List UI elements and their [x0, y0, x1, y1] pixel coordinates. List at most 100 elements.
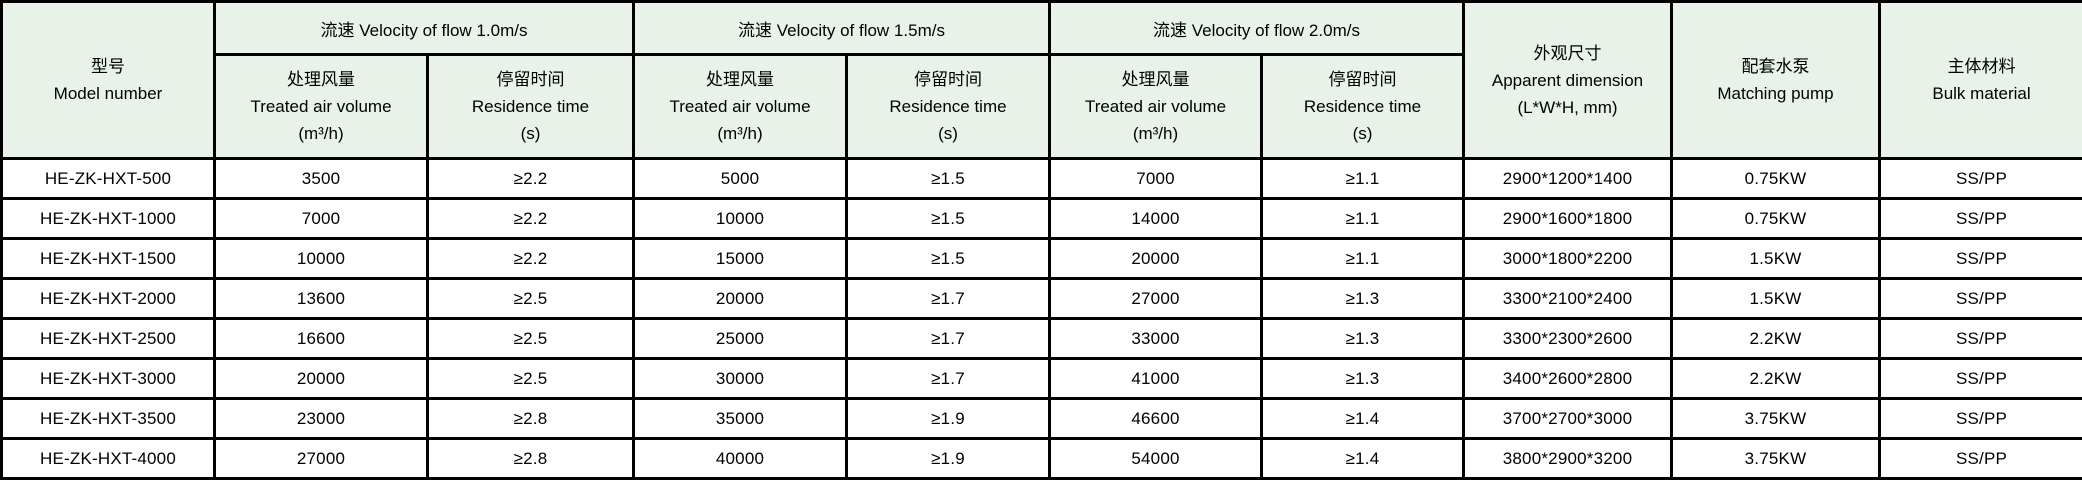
cell-v15-air: 20000: [632, 277, 848, 320]
cell-v10-air: 3500: [213, 157, 429, 200]
cell-v15-time: ≥1.9: [845, 397, 1051, 440]
header-material-zh: 主体材料: [1947, 57, 2016, 76]
cell-v20-time: ≥1.1: [1260, 157, 1465, 200]
header-pump-en: Matching pump: [1717, 84, 1834, 103]
table-header: 型号 Model number 流速 Velocity of flow 1.0m…: [0, 0, 2082, 160]
cell-pump: 2.2KW: [1670, 357, 1881, 400]
cell-v15-air: 30000: [632, 357, 848, 400]
cell-v20-air: 20000: [1048, 237, 1263, 280]
header-model-zh: 型号: [91, 57, 125, 76]
header-material-en: Bulk material: [1932, 84, 2031, 103]
cell-v10-time: ≥2.2: [426, 157, 635, 200]
cell-v20-air: 41000: [1048, 357, 1263, 400]
cell-v20-air: 46600: [1048, 397, 1263, 440]
header-dimension: 外观尺寸 Apparent dimension (L*W*H, mm): [1462, 0, 1673, 160]
table-row: HE-ZK-HXT-4000 27000 ≥2.8 40000 ≥1.9 540…: [0, 437, 2082, 480]
header-v10-air-en: Treated air volume: [250, 97, 392, 116]
cell-pump: 1.5KW: [1670, 277, 1881, 320]
cell-pump: 3.75KW: [1670, 437, 1881, 480]
header-sub-row: 处理风量 Treated air volume (m³/h) 停留时间 Resi…: [2, 53, 2082, 160]
table-row: HE-ZK-HXT-2000 13600 ≥2.5 20000 ≥1.7 270…: [0, 277, 2082, 320]
header-v15-time: 停留时间 Residence time (s): [845, 53, 1051, 160]
cell-v15-air: 35000: [632, 397, 848, 440]
cell-v15-air: 40000: [632, 437, 848, 480]
cell-material: SS/PP: [1878, 317, 2082, 360]
cell-dimension: 2900*1600*1800: [1462, 197, 1673, 240]
cell-v20-air: 27000: [1048, 277, 1263, 320]
cell-dimension: 3800*2900*3200: [1462, 437, 1673, 480]
header-dimension-en: Apparent dimension: [1491, 70, 1644, 90]
cell-v20-air: 7000: [1048, 157, 1263, 200]
cell-v20-time: ≥1.1: [1260, 197, 1465, 240]
cell-v15-time: ≥1.5: [845, 237, 1051, 280]
cell-v10-air: 13600: [213, 277, 429, 320]
cell-v20-air: 14000: [1048, 197, 1263, 240]
cell-v15-air: 15000: [632, 237, 848, 280]
cell-material: SS/PP: [1878, 277, 2082, 320]
cell-model: HE-ZK-HXT-500: [0, 157, 216, 200]
header-velocity-group-2: 流速 Velocity of flow 1.5m/s: [632, 0, 1051, 56]
table-row: HE-ZK-HXT-500 3500 ≥2.2 5000 ≥1.5 7000 ≥…: [0, 157, 2082, 200]
header-v20-time-en: Residence time: [1303, 97, 1422, 116]
cell-v10-time: ≥2.2: [426, 197, 635, 240]
header-v20-air-en: Treated air volume: [1084, 97, 1227, 116]
header-v20-air-unit: (m³/h): [1132, 124, 1179, 143]
header-v15-air-zh: 处理风量: [706, 70, 774, 89]
cell-v10-air: 16600: [213, 317, 429, 360]
header-v10-time: 停留时间 Residence time (s): [426, 53, 635, 160]
cell-v10-time: ≥2.5: [426, 317, 635, 360]
header-pump: 配套水泵 Matching pump: [1670, 0, 1881, 160]
cell-v10-time: ≥2.8: [426, 437, 635, 480]
cell-v10-air: 10000: [213, 237, 429, 280]
cell-model: HE-ZK-HXT-4000: [0, 437, 216, 480]
header-v20-time-zh: 停留时间: [1328, 70, 1397, 89]
cell-dimension: 3400*2600*2800: [1462, 357, 1673, 400]
header-v15-time-unit: (s): [938, 124, 958, 143]
table-row: HE-ZK-HXT-1500 10000 ≥2.2 15000 ≥1.5 200…: [0, 237, 2082, 280]
cell-v15-time: ≥1.7: [845, 277, 1051, 320]
cell-material: SS/PP: [1878, 437, 2082, 480]
header-v10-time-en: Residence time: [471, 97, 590, 116]
cell-v15-time: ≥1.7: [845, 317, 1051, 360]
header-v10-air-zh: 处理风量: [287, 70, 355, 89]
header-dimension-zh: 外观尺寸: [1533, 43, 1602, 63]
cell-model: HE-ZK-HXT-1000: [0, 197, 216, 240]
cell-v15-time: ≥1.5: [845, 157, 1051, 200]
header-model-en: Model number: [53, 84, 163, 103]
cell-model: HE-ZK-HXT-3500: [0, 397, 216, 440]
cell-material: SS/PP: [1878, 397, 2082, 440]
cell-v20-time: ≥1.3: [1260, 277, 1465, 320]
cell-material: SS/PP: [1878, 237, 2082, 280]
cell-material: SS/PP: [1878, 197, 2082, 240]
cell-v15-air: 5000: [632, 157, 848, 200]
cell-v10-time: ≥2.5: [426, 357, 635, 400]
cell-dimension: 3300*2300*2600: [1462, 317, 1673, 360]
cell-dimension: 3700*2700*3000: [1462, 397, 1673, 440]
header-material: 主体材料 Bulk material: [1878, 0, 2082, 160]
header-v15-time-zh: 停留时间: [914, 70, 982, 89]
header-model: 型号 Model number: [0, 0, 216, 160]
table-row: HE-ZK-HXT-3500 23000 ≥2.8 35000 ≥1.9 466…: [0, 397, 2082, 440]
header-v10-air: 处理风量 Treated air volume (m³/h): [213, 53, 429, 160]
table-body: HE-ZK-HXT-500 3500 ≥2.2 5000 ≥1.5 7000 ≥…: [0, 157, 2082, 480]
header-v10-time-zh: 停留时间: [496, 70, 565, 89]
cell-model: HE-ZK-HXT-2500: [0, 317, 216, 360]
cell-dimension: 3000*1800*2200: [1462, 237, 1673, 280]
cell-material: SS/PP: [1878, 157, 2082, 200]
cell-v15-air: 25000: [632, 317, 848, 360]
cell-v15-air: 10000: [632, 197, 848, 240]
cell-v10-air: 7000: [213, 197, 429, 240]
cell-v10-time: ≥2.2: [426, 237, 635, 280]
table-row: HE-ZK-HXT-1000 7000 ≥2.2 10000 ≥1.5 1400…: [0, 197, 2082, 240]
cell-model: HE-ZK-HXT-3000: [0, 357, 216, 400]
cell-dimension: 2900*1200*1400: [1462, 157, 1673, 200]
cell-v15-time: ≥1.9: [845, 437, 1051, 480]
table-row: HE-ZK-HXT-2500 16600 ≥2.5 25000 ≥1.7 330…: [0, 317, 2082, 360]
cell-v10-time: ≥2.8: [426, 397, 635, 440]
cell-v20-time: ≥1.3: [1260, 317, 1465, 360]
cell-material: SS/PP: [1878, 357, 2082, 400]
header-v10-air-unit: (m³/h): [298, 124, 344, 143]
cell-v20-time: ≥1.4: [1260, 437, 1465, 480]
